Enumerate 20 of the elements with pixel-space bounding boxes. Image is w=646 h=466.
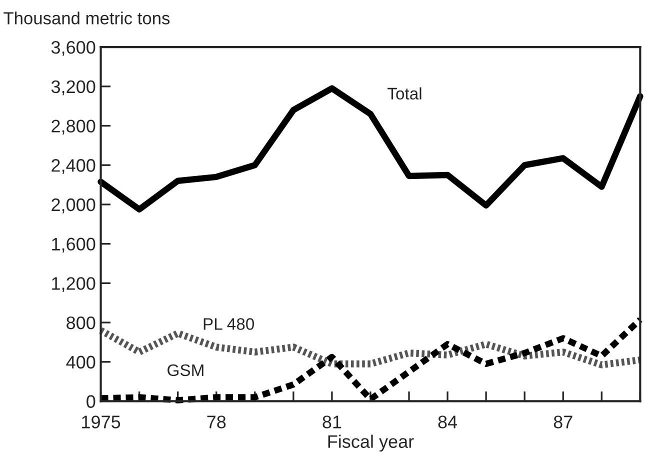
x-axis-title: Fiscal year (328, 434, 414, 452)
x-tick-label: 81 (322, 416, 342, 428)
y-tick-label: 0 (86, 395, 96, 408)
x-tick-label: 1975 (82, 416, 120, 428)
series-label: GSM (168, 364, 204, 376)
series-label: Total (388, 87, 422, 100)
y-tick-label: 400 (66, 356, 96, 369)
y-tick-label: 2,000 (52, 198, 96, 214)
series-label: PL 480 (204, 318, 254, 330)
y-tick-label: 3,600 (51, 41, 96, 56)
y-tick-label: 1,200 (52, 277, 96, 292)
y-tick-label: 1,600 (52, 238, 96, 253)
y-tick-label: 2,800 (52, 120, 96, 135)
y-axis-title: Thousand metric tons (4, 12, 170, 24)
x-tick-label: 87 (554, 416, 572, 428)
y-tick-label: 800 (66, 316, 96, 330)
y-tick-label: 2,400 (52, 159, 96, 174)
y-tick-label: 3,200 (51, 80, 96, 96)
x-tick-label: 78 (207, 416, 226, 428)
x-tick-label: 84 (438, 416, 458, 428)
